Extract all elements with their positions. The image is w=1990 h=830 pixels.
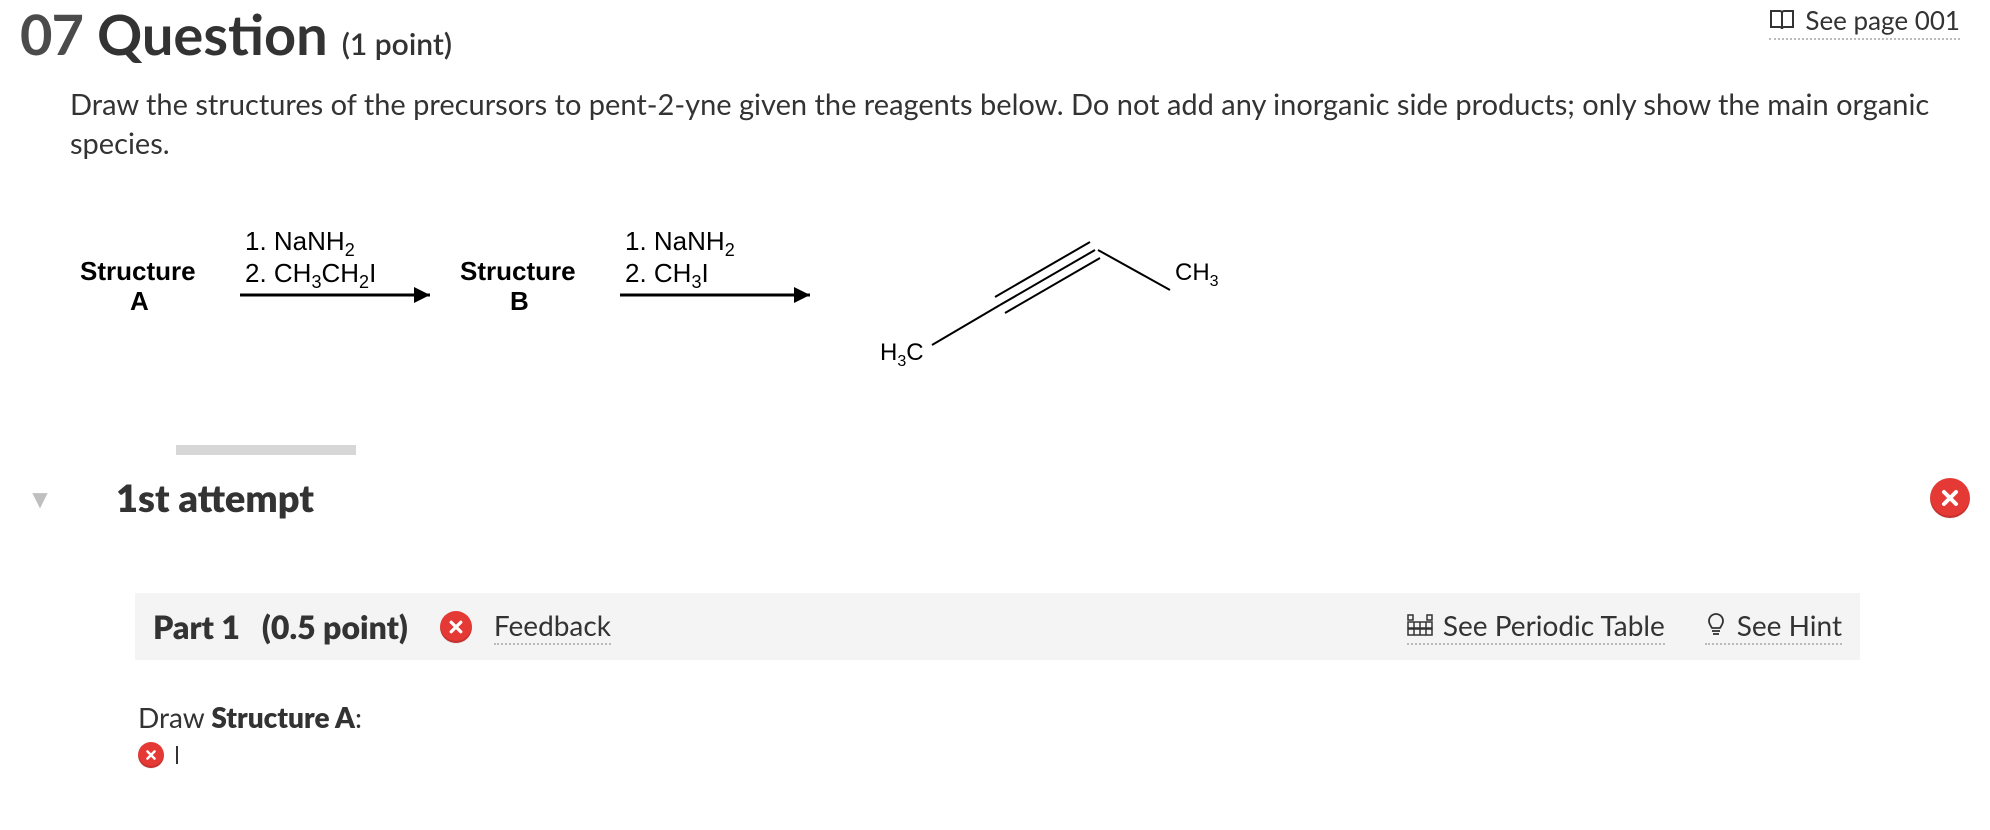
step2-line1: 1. NaNH2 [625,226,735,260]
structure-b-top: Structure [460,256,576,286]
progress-fill [176,445,356,455]
reaction-scheme: Structure A 1. NaNH2 2. CH3CH2I Structur… [70,205,1990,395]
cursor-tick [176,746,178,764]
draw-bold: Structure A [211,700,355,734]
attempt-incorrect-icon [1930,478,1970,518]
product-structure: H3C CH3 [880,242,1219,370]
arrow1-head [414,287,430,303]
question-prompt: Draw the structures of the precursors to… [0,67,1990,163]
structure-a-top: Structure [80,256,196,286]
feedback-link[interactable]: Feedback [494,608,611,645]
see-hint-link[interactable]: See Hint [1705,608,1842,645]
part-title: Part 1 [153,607,240,646]
part-bar: Part 1 (0.5 point) Feedback See Periodic… [135,593,1860,660]
question-header: 07 Question (1 point) See page 001 [0,0,1990,67]
question-points: (1 point) [342,26,452,62]
lightbulb-icon [1705,612,1727,638]
book-icon [1769,9,1795,31]
periodic-table-link[interactable]: See Periodic Table [1407,608,1665,645]
attempt-row: ▼ 1st attempt [0,475,1990,521]
part-right: See Periodic Table See Hint [1407,608,1842,645]
draw-instruction: Draw Structure A: [138,700,1990,734]
structure-a-bottom: A [130,286,149,316]
see-page-link[interactable]: See page 001 [1769,4,1960,40]
see-hint-label: See Hint [1737,608,1842,642]
step1-line1: 1. NaNH2 [245,226,355,260]
question-number: 07 [20,0,83,67]
chevron-down-icon[interactable]: ▼ [20,482,60,515]
see-page-label: See page 001 [1805,4,1960,36]
draw-suffix: : [355,700,362,734]
question-word: Question [97,0,328,67]
progress-strip [120,445,1990,455]
draw-status-row [138,742,1990,768]
question-title-group: 07 Question (1 point) [20,0,452,67]
attempt-label: 1st attempt [116,475,314,521]
periodic-table-label: See Periodic Table [1443,608,1665,642]
arrow2-head [794,287,810,303]
draw-prefix: Draw [138,700,211,734]
step2-line2: 2. CH3I [625,258,709,292]
svg-text:H3C: H3C [880,339,924,370]
periodic-table-icon [1407,614,1433,636]
svg-text:CH3: CH3 [1175,259,1219,290]
draw-incorrect-icon [138,742,164,768]
step1-line2: 2. CH3CH2I [245,258,376,292]
part-incorrect-icon [440,611,472,643]
part-left: Part 1 (0.5 point) Feedback [153,607,611,646]
structure-b-bottom: B [510,286,529,316]
part-points: (0.5 point) [262,607,408,646]
